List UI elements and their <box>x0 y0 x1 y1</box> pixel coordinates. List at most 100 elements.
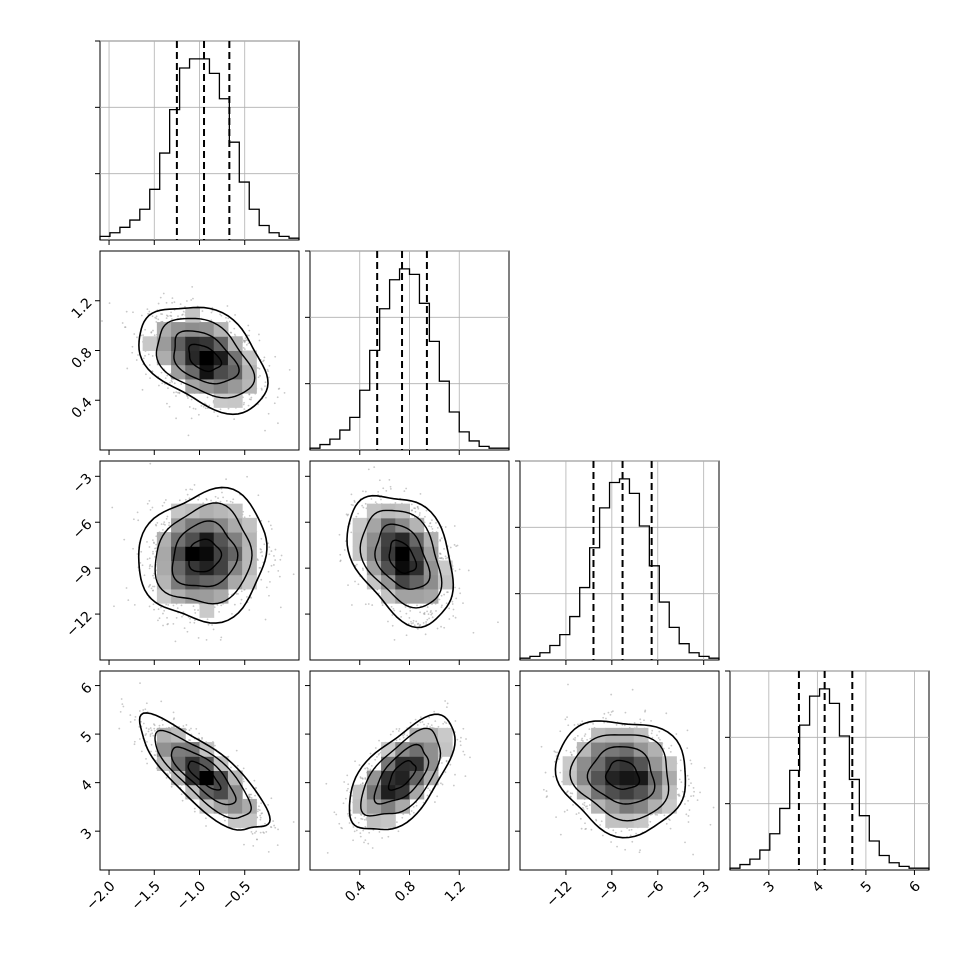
scatter-point <box>630 828 633 831</box>
scatter-point <box>378 739 380 742</box>
scatter-point <box>137 519 140 522</box>
scatter-point <box>259 831 262 834</box>
scatter-point <box>146 558 149 561</box>
scatter-point <box>148 557 151 560</box>
density-cell <box>662 798 677 814</box>
scatter-point <box>183 627 186 630</box>
contour-line <box>170 746 237 806</box>
scatter-point <box>449 763 452 766</box>
scatter-point <box>657 737 660 739</box>
panel-content <box>338 466 499 660</box>
scatter-point <box>351 604 353 606</box>
scatter-point <box>462 727 465 730</box>
density-cell <box>647 756 663 771</box>
scatter-point <box>552 775 555 778</box>
scatter-point <box>256 367 259 369</box>
scatter-point <box>346 774 349 777</box>
scatter-point <box>599 824 602 826</box>
scatter-point <box>192 605 195 608</box>
scatter-point <box>580 739 583 742</box>
scatter-point <box>170 379 173 382</box>
scatter-point <box>242 780 245 783</box>
scatter-point <box>451 603 454 605</box>
scatter-point <box>690 762 693 765</box>
scatter-point <box>454 569 457 572</box>
density-cell <box>437 742 453 757</box>
density-cell <box>242 350 257 366</box>
contour-line <box>604 759 641 791</box>
scatter-point <box>454 586 456 589</box>
density-cell <box>185 532 200 547</box>
scatter-point <box>211 309 214 312</box>
scatter-point <box>644 709 647 712</box>
scatter-point <box>576 735 579 737</box>
scatter-point <box>361 777 364 779</box>
scatter-point <box>654 813 657 816</box>
scatter-point <box>133 740 136 743</box>
contour-line <box>155 317 256 399</box>
scatter-point <box>257 494 260 497</box>
scatter-point <box>120 698 123 700</box>
scatter-point <box>679 759 682 762</box>
scatter-point <box>274 355 277 358</box>
scatter-point <box>213 411 216 413</box>
scatter-point <box>186 493 189 496</box>
scatter-point <box>273 402 276 405</box>
scatter-point <box>152 329 154 332</box>
scatter-point <box>273 824 276 827</box>
density-cell <box>242 364 257 380</box>
scatter-point <box>376 755 378 758</box>
scatter-point <box>220 314 223 317</box>
scatter-point <box>363 841 365 844</box>
scatter-point <box>635 832 637 835</box>
scatter-point <box>214 495 217 498</box>
scatter-point <box>182 310 185 313</box>
scatter-point <box>569 792 572 795</box>
scatter-point <box>574 737 577 739</box>
scatter-point <box>590 828 593 831</box>
scatter-point <box>460 736 462 739</box>
scatter-point <box>658 730 661 733</box>
scatter-point <box>392 607 395 610</box>
scatter-point <box>163 521 166 524</box>
scatter-point <box>165 301 168 304</box>
scatter-point <box>161 719 164 722</box>
density-cell <box>423 574 439 590</box>
scatter-point <box>601 834 604 837</box>
scatter-point <box>342 802 345 805</box>
scatter-point <box>651 813 654 816</box>
scatter-point <box>257 559 259 562</box>
density-cell <box>366 517 382 533</box>
scatter-point <box>563 810 566 813</box>
scatter-point <box>175 616 178 619</box>
scatter-point <box>186 630 189 633</box>
scatter-point <box>378 479 381 482</box>
scatter-point <box>433 710 436 713</box>
scatter-point <box>164 523 166 526</box>
scatter-point <box>232 498 235 501</box>
scatter-point <box>352 839 354 842</box>
scatter-point <box>390 605 393 608</box>
scatter-point <box>263 356 266 359</box>
scatter-point <box>663 814 666 817</box>
scatter-point <box>163 609 166 612</box>
scatter-point <box>233 603 236 606</box>
scatter-point <box>448 618 451 620</box>
scatter-point <box>459 740 462 743</box>
scatter-point <box>415 804 418 807</box>
scatter-point <box>364 839 367 842</box>
scatter-point <box>172 718 175 721</box>
scatter-point <box>566 716 568 718</box>
scatter-point <box>355 515 358 518</box>
scatter-point <box>113 605 115 608</box>
scatter-point <box>361 567 364 570</box>
scatter-point <box>247 324 250 327</box>
scatter-point <box>151 506 154 509</box>
density-cell <box>199 364 215 380</box>
scatter-point <box>651 736 654 739</box>
scatter-point <box>267 412 270 415</box>
scatter-point <box>446 556 449 559</box>
scatter-point <box>210 311 213 314</box>
density-cell <box>381 784 396 800</box>
density-cell <box>213 560 229 576</box>
